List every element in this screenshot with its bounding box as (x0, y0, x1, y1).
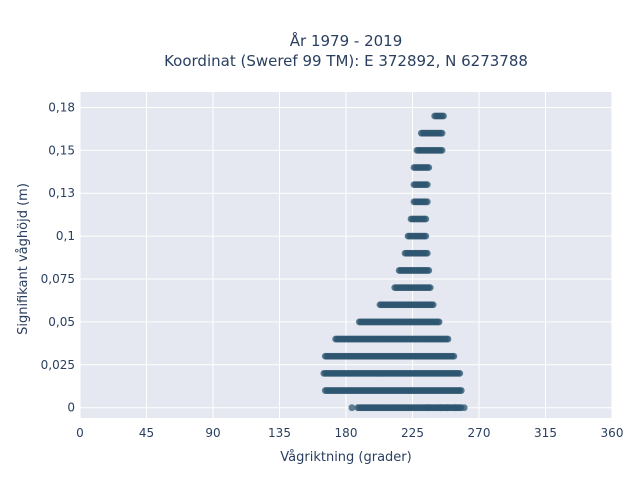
x-tick-label: 180 (335, 426, 358, 440)
data-point (438, 129, 446, 137)
data-point (423, 198, 431, 206)
data-point (444, 335, 452, 343)
x-tick-label: 135 (268, 426, 291, 440)
y-tick-label: 0 (67, 401, 75, 415)
grid-lines (79, 92, 613, 418)
x-tick-label: 225 (401, 426, 424, 440)
data-point (451, 404, 459, 412)
x-axis-label: Vågriktning (grader) (280, 450, 411, 465)
y-tick-label: 0,15 (48, 143, 75, 157)
chart-title-line2: Koordinat (Sweref 99 TM): E 372892, N 62… (164, 52, 528, 70)
data-point (423, 249, 431, 257)
data-point (348, 404, 356, 412)
data-points (320, 112, 468, 412)
data-point (440, 112, 447, 120)
y-axis-label: Signifikant våghöjd (m) (16, 183, 31, 335)
x-tick-label: 45 (139, 426, 154, 440)
data-point (460, 404, 468, 412)
data-point (422, 232, 430, 240)
data-point (450, 352, 458, 360)
data-point (429, 301, 437, 309)
y-tick-label: 0,1 (56, 229, 75, 243)
x-tick-label: 270 (468, 426, 491, 440)
data-point (426, 284, 434, 291)
y-tick-label: 0,075 (41, 272, 75, 286)
chart-title-line1: År 1979 - 2019 (290, 31, 403, 50)
data-point (456, 369, 464, 377)
x-tick-label: 315 (534, 426, 557, 440)
data-point (425, 267, 433, 274)
data-point (423, 181, 431, 189)
data-point (425, 404, 433, 412)
data-point (425, 164, 433, 171)
x-tick-label: 0 (76, 426, 84, 440)
x-tick-label: 90 (205, 426, 220, 440)
y-tick-label: 0,13 (48, 186, 75, 200)
data-point (435, 318, 443, 326)
y-axis-ticks: 0 0,025 0,05 0,075 0,1 0,13 0,15 0,18 (41, 100, 75, 414)
data-point (438, 146, 446, 154)
data-point (457, 387, 465, 394)
y-tick-label: 0,025 (41, 358, 75, 372)
data-point (422, 215, 430, 223)
y-tick-label: 0,05 (48, 315, 75, 329)
data-point (437, 404, 444, 412)
y-tick-label: 0,18 (48, 100, 75, 114)
x-tick-label: 360 (601, 426, 624, 440)
x-axis-ticks: 0 45 90 135 180 225 270 315 360 (76, 426, 623, 440)
data-point (443, 404, 450, 412)
